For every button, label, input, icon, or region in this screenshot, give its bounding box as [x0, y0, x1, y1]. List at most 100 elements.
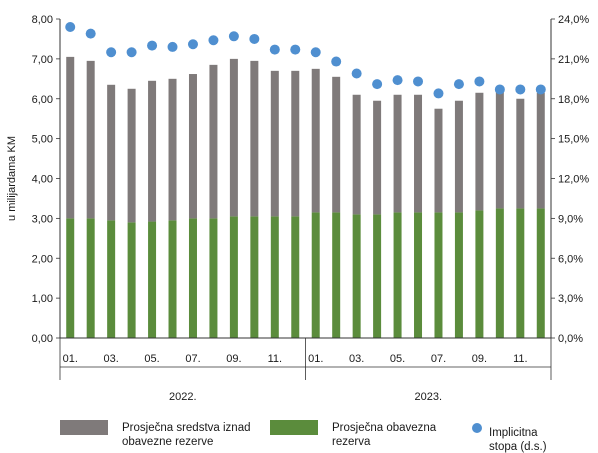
rate-point [331, 56, 342, 67]
legend-label: Prosječna sredstva iznad [122, 422, 250, 434]
x-month-label: 05. [390, 353, 405, 365]
legend-label: obavezne rezerve [122, 436, 213, 448]
rate-point [85, 28, 96, 39]
legend-label: Implicitna [489, 427, 538, 439]
rate-point [228, 31, 239, 42]
legend-label: Prosječna obavezna [332, 422, 437, 434]
legend-label: stopa (d.s.) [489, 441, 547, 453]
bar-iznad-rezerve [86, 60, 95, 219]
rate-point [106, 47, 117, 58]
x-month-label: 03. [349, 353, 364, 365]
rate-point [433, 88, 444, 99]
bar-iznad-rezerve [434, 108, 443, 213]
bar-obavezna-rezerva [434, 212, 443, 338]
bar-iznad-rezerve [352, 94, 361, 215]
y-tick-label: 2,00 [32, 253, 53, 265]
rate-point [372, 79, 383, 90]
bar-obavezna-rezerva [86, 218, 95, 338]
y-tick-label: 6,00 [32, 94, 53, 106]
bar-obavezna-rezerva [127, 222, 136, 338]
bar-iznad-rezerve [332, 76, 341, 213]
legend-marker [472, 423, 482, 433]
y-tick-label: 8,00 [32, 14, 53, 26]
bar-obavezna-rezerva [188, 218, 197, 338]
bar-iznad-rezerve [373, 100, 382, 215]
bar-obavezna-rezerva [352, 214, 361, 338]
x-month-label: 09. [226, 353, 241, 365]
bar-iznad-rezerve [229, 58, 238, 217]
rate-point [249, 33, 260, 44]
bar-obavezna-rezerva [454, 212, 463, 338]
bar-obavezna-rezerva [311, 212, 320, 338]
bar-iznad-rezerve [270, 70, 279, 217]
bar-obavezna-rezerva [229, 216, 238, 338]
y-right-tick-label: 21,0% [558, 54, 589, 66]
bar-iznad-rezerve [291, 70, 300, 217]
bar-obavezna-rezerva [475, 210, 484, 338]
bar-obavezna-rezerva [270, 216, 279, 338]
y-right-tick-label: 15,0% [558, 134, 589, 146]
x-month-label: 01. [308, 353, 323, 365]
bar-obavezna-rezerva [332, 212, 341, 338]
rate-point [167, 41, 178, 52]
bar-iznad-rezerve [168, 78, 177, 221]
rate-point [515, 84, 526, 95]
rate-point [494, 84, 505, 95]
x-month-label: 09. [472, 353, 487, 365]
rate-point [126, 47, 137, 58]
bar-iznad-rezerve [209, 64, 218, 219]
bar-iznad-rezerve [495, 90, 504, 209]
x-month-label: 07. [431, 353, 446, 365]
rate-point [453, 79, 464, 90]
bar-obavezna-rezerva [373, 214, 382, 338]
bar-obavezna-rezerva [209, 218, 218, 338]
x-month-label: 11. [513, 353, 527, 365]
rate-point [147, 40, 158, 51]
x-month-label: 03. [103, 353, 118, 365]
rate-point [392, 75, 403, 86]
y-tick-label: 4,00 [32, 174, 53, 186]
y-tick-label: 5,00 [32, 134, 53, 146]
rate-point [351, 68, 362, 79]
y-right-tick-label: 3,0% [558, 293, 583, 305]
bar-iznad-rezerve [475, 92, 484, 211]
bar-obavezna-rezerva [536, 208, 545, 338]
x-year-label: 2022. [169, 391, 197, 403]
y-right-tick-label: 0,0% [558, 333, 583, 345]
y-right-tick-label: 9,0% [558, 213, 583, 225]
y-tick-label: 3,00 [32, 213, 53, 225]
bar-iznad-rezerve [516, 98, 525, 209]
bar-obavezna-rezerva [516, 208, 525, 338]
bar-iznad-rezerve [393, 94, 402, 213]
rate-point [290, 44, 301, 55]
rate-point [187, 39, 198, 50]
bar-iznad-rezerve [414, 94, 423, 213]
y-right-tick-label: 6,0% [558, 253, 583, 265]
x-month-label: 01. [63, 353, 78, 365]
bar-obavezna-rezerva [250, 216, 259, 338]
y-right-tick-label: 24,0% [558, 14, 589, 26]
y-right-tick-label: 12,0% [558, 174, 589, 186]
rate-point [65, 21, 76, 32]
bar-iznad-rezerve [127, 88, 136, 223]
x-month-label: 07. [185, 353, 200, 365]
rate-point [535, 84, 546, 95]
bar-obavezna-rezerva [168, 220, 177, 338]
bar-iznad-rezerve [311, 68, 320, 213]
bar-iznad-rezerve [66, 56, 75, 219]
y-tick-label: 1,00 [32, 293, 53, 305]
y-tick-label: 7,00 [32, 54, 53, 66]
rate-point [413, 76, 424, 87]
bar-obavezna-rezerva [291, 216, 300, 338]
x-month-label: 05. [144, 353, 159, 365]
legend-swatch [60, 420, 108, 435]
rate-point [208, 35, 219, 46]
y-axis-title: u milijardama KM [6, 136, 18, 221]
bar-obavezna-rezerva [107, 220, 116, 338]
bar-iznad-rezerve [536, 92, 545, 209]
x-year-label: 2023. [414, 391, 442, 403]
bar-obavezna-rezerva [495, 208, 504, 338]
legend-label: rezerva [332, 436, 371, 448]
bar-iznad-rezerve [188, 74, 197, 219]
